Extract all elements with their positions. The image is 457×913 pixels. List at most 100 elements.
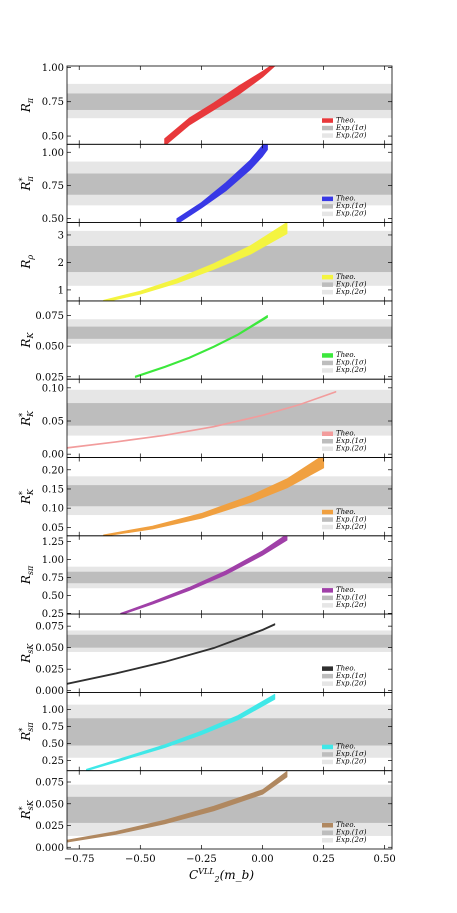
- x-axis-label-sub: 2: [214, 875, 220, 884]
- y-axis-label-sub: sπ: [26, 722, 35, 732]
- theory-band: [103, 222, 288, 301]
- y-tick-label: 0.25: [42, 756, 64, 767]
- panel-9: 0.25 0.50 0.75 1.00 R*sπ Theo.Exp.(1σ)Exp.(2σ…: [18, 692, 393, 772]
- legend-exp2-label: Exp.(2σ): [335, 836, 367, 844]
- exp-1sigma-band: [67, 326, 392, 339]
- y-axis-label-sub: K: [26, 410, 35, 418]
- y-axis-label-sub: sK: [26, 799, 35, 810]
- legend-exp2-swatch: [322, 838, 333, 843]
- legend-theo-swatch: [322, 744, 333, 750]
- legend-exp1-label: Exp.(1σ): [335, 437, 367, 445]
- legend-theo-swatch: [322, 823, 333, 828]
- legend-exp2-label: Exp.(2σ): [335, 758, 367, 766]
- y-axis-label-sup: *: [18, 491, 27, 495]
- y-axis-label-sub: sK: [26, 643, 35, 654]
- x-axis-label-main: C: [189, 868, 198, 882]
- y-axis-label: R*K: [18, 410, 35, 427]
- y-tick-label: 0.20: [42, 465, 64, 476]
- legend-exp1-swatch: [322, 125, 333, 131]
- legend-theo-swatch: [322, 509, 333, 515]
- y-axis-label: R*π: [18, 176, 35, 192]
- y-tick-label: 0.75: [42, 722, 64, 733]
- panel-3: 1 2 3 Rρ Theo.Exp.(1σ)Exp.(2σ): [19, 222, 393, 302]
- legend-exp2-label: Exp.(2σ): [335, 366, 367, 374]
- y-axis-label-sub: K: [26, 488, 35, 496]
- panel-10: 0.0000.0250.0500.075R*sKTheo.Exp.(1σ)Exp…: [18, 770, 393, 854]
- y-tick-label: 1: [58, 285, 64, 296]
- theory-band: [103, 457, 325, 536]
- y-axis-label-main: R: [19, 654, 33, 664]
- y-tick-label: 0.75: [42, 97, 64, 108]
- theory-band: [67, 390, 337, 449]
- legend-exp2-swatch: [322, 289, 333, 295]
- panel-5: 0.00 0.05 0.10 R*K Theo.Exp.(1σ)Exp.(2σ): [18, 378, 393, 461]
- legend-exp1-swatch: [322, 673, 333, 679]
- y-axis-label: Rsπ: [19, 565, 35, 585]
- panel-1: 0.50 0.75 1.00 Rπ Theo.Exp.(1σ)Exp.(2σ): [19, 63, 393, 145]
- y-axis-label-sub: K: [26, 332, 35, 340]
- exp-1sigma-band: [67, 93, 392, 110]
- y-axis-label-sup: *: [18, 413, 27, 417]
- legend-exp1-swatch: [322, 439, 333, 444]
- legend-theo-swatch: [322, 666, 333, 671]
- legend-theo-swatch: [322, 118, 333, 123]
- y-axis-label-sub: π: [26, 176, 35, 183]
- y-tick-label: 0.050: [35, 799, 64, 810]
- y-axis-label: R*K: [18, 488, 35, 505]
- legend-theo-label: Theo.: [336, 821, 356, 829]
- y-tick-label: 0.025: [35, 821, 64, 832]
- y-axis-label-sup: *: [18, 178, 27, 182]
- y-axis-label: Rρ: [19, 255, 35, 270]
- legend-exp1-swatch: [322, 282, 333, 287]
- panel-2: 0.50 0.75 1.00 R*π Theo.Exp.(1σ)Exp.(2σ): [18, 143, 393, 225]
- y-tick-label: 1.00: [42, 63, 64, 74]
- y-tick-label: 0.000: [35, 686, 64, 697]
- legend-exp1-label: Exp.(1σ): [335, 672, 367, 680]
- legend-exp1-label: Exp.(1σ): [335, 829, 367, 837]
- legend-exp2-swatch: [322, 446, 333, 451]
- legend-theo-label: Theo.: [336, 195, 356, 203]
- legend-exp1-swatch: [322, 830, 333, 835]
- x-axis-label-sup: VLL: [198, 867, 214, 876]
- panel-8: 0.0000.0250.0500.075RsKTheo.Exp.(1σ)Exp.…: [19, 613, 393, 697]
- legend-theo-label: Theo.: [336, 508, 356, 516]
- legend-exp1-swatch: [322, 204, 333, 209]
- y-tick-label: 0.50: [42, 132, 64, 143]
- legend-exp1-swatch: [322, 517, 333, 522]
- y-tick-label: 0.50: [42, 739, 64, 750]
- y-axis-label-sub: sπ: [26, 565, 35, 575]
- y-tick-label: 2: [58, 258, 64, 269]
- legend-exp1-label: Exp.(1σ): [335, 202, 367, 210]
- y-tick-label: 0.10: [42, 383, 64, 394]
- y-tick-label: 0.50: [42, 214, 64, 225]
- y-axis-label: Rπ: [19, 97, 35, 113]
- legend-exp2-label: Exp.(2σ): [335, 601, 367, 609]
- legend-exp1-label: Exp.(1σ): [335, 515, 367, 523]
- x-axis-label: CVLL2(m_b): [189, 867, 254, 884]
- legend-theo-swatch: [322, 431, 333, 436]
- legend-exp2-swatch: [322, 133, 333, 138]
- legend-exp2-swatch: [322, 368, 333, 373]
- legend-theo-label: Theo.: [336, 116, 356, 124]
- y-axis-label-main: R: [19, 732, 33, 742]
- theory-band: [86, 693, 276, 771]
- legend-exp2-label: Exp.(2σ): [335, 131, 367, 139]
- y-axis-label-main: R: [19, 103, 33, 113]
- x-axis-label-tail: (m_b): [220, 868, 255, 882]
- legend-theo-swatch: [322, 588, 333, 593]
- y-axis-label-main: R: [19, 182, 33, 192]
- legend-exp1-swatch: [322, 752, 333, 757]
- y-tick-label: 0.050: [35, 643, 64, 654]
- x-tick-label: −0.25: [186, 854, 217, 865]
- legend-exp2-swatch: [322, 524, 333, 530]
- x-tick-label: −0.75: [64, 854, 95, 865]
- y-tick-label: 1.25: [42, 537, 64, 548]
- legend-exp1-swatch: [322, 360, 333, 366]
- y-tick-label: 0.75: [42, 573, 64, 584]
- y-tick-label: 0.10: [42, 504, 64, 515]
- y-tick-label: 0.000: [35, 843, 64, 854]
- legend-theo-label: Theo.: [336, 273, 356, 281]
- theory-band: [67, 771, 288, 843]
- y-axis-label-main: R: [19, 495, 33, 505]
- y-axis-label-main: R: [19, 339, 33, 349]
